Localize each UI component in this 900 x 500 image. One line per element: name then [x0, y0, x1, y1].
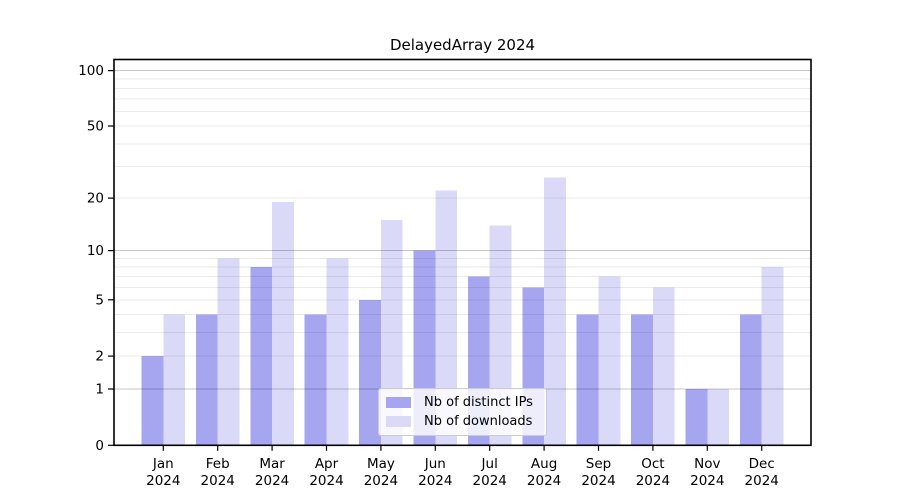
- bar-nb-of-downloads-dec-2024: [761, 266, 784, 446]
- plot-frame: [113, 58, 812, 447]
- bar-nb-of-downloads-nov-2024: [707, 389, 730, 446]
- x-axis-label-month: May: [367, 456, 395, 472]
- y-axis-label: 5: [95, 292, 104, 308]
- bar-nb-of-distinct-ips-jan-2024: [141, 356, 164, 446]
- legend: Nb of distinct IPs Nb of downloads: [378, 388, 547, 436]
- bar-nb-of-distinct-ips-dec-2024: [739, 314, 762, 446]
- bar-nb-of-downloads-apr-2024: [326, 258, 349, 446]
- x-axis-label-month: Mar: [259, 456, 285, 472]
- x-axis-label-month: Apr: [315, 456, 339, 472]
- x-axis-label-year: 2024: [418, 473, 452, 489]
- y-axis-label: 20: [87, 191, 104, 207]
- x-axis-label-year: 2024: [364, 473, 398, 489]
- x-axis-label-year: 2024: [255, 473, 289, 489]
- x-axis-label-year: 2024: [636, 473, 670, 489]
- bar-nb-of-downloads-jan-2024: [163, 314, 186, 446]
- legend-swatch-distinct-ips: [386, 397, 411, 408]
- x-axis-label-year: 2024: [473, 473, 507, 489]
- bar-nb-of-distinct-ips-nov-2024: [685, 389, 708, 446]
- bar-nb-of-distinct-ips-mar-2024: [250, 266, 273, 446]
- bar-nb-of-downloads-aug-2024: [544, 177, 566, 446]
- bar-nb-of-distinct-ips-may-2024: [359, 299, 381, 446]
- legend-label-downloads: Nb of downloads: [424, 414, 533, 429]
- x-axis-label-year: 2024: [201, 473, 235, 489]
- bar-nb-of-distinct-ips-apr-2024: [304, 314, 327, 446]
- legend-label-distinct-ips: Nb of distinct IPs: [424, 395, 533, 410]
- x-axis-label-month: Jul: [481, 456, 498, 472]
- x-axis-label-month: Nov: [694, 456, 720, 472]
- x-axis-label-month: Feb: [206, 456, 230, 472]
- bar-nb-of-distinct-ips-sep-2024: [576, 314, 599, 446]
- y-axis-label: 50: [87, 119, 104, 135]
- y-axis-label: 100: [78, 63, 104, 79]
- x-axis-label-year: 2024: [146, 473, 180, 489]
- x-axis-label-month: Jan: [152, 456, 174, 472]
- bar-nb-of-downloads-oct-2024: [652, 287, 675, 446]
- legend-swatch-downloads: [386, 416, 411, 427]
- y-axis-label: 10: [87, 243, 104, 259]
- bar-nb-of-downloads-mar-2024: [272, 202, 294, 446]
- x-axis-label-year: 2024: [581, 473, 615, 489]
- x-axis-label-year: 2024: [527, 473, 561, 489]
- legend-entry-downloads: Nb of downloads: [386, 414, 539, 429]
- x-axis-label-year: 2024: [690, 473, 724, 489]
- legend-entry-distinct-ips: Nb of distinct IPs: [386, 395, 539, 410]
- bar-nb-of-distinct-ips-oct-2024: [631, 314, 653, 446]
- bar-nb-of-downloads-sep-2024: [598, 276, 621, 446]
- x-axis-label-year: 2024: [309, 473, 343, 489]
- bar-nb-of-downloads-jun-2024: [435, 190, 458, 446]
- x-axis-label-year: 2024: [745, 473, 779, 489]
- y-axis-label: 2: [95, 349, 104, 365]
- chart-title: DelayedArray 2024: [389, 36, 536, 54]
- y-axis-label: 1: [95, 382, 104, 398]
- bar-nb-of-distinct-ips-feb-2024: [195, 314, 218, 446]
- x-axis-label-month: Aug: [531, 456, 557, 472]
- x-axis-label-month: Oct: [641, 456, 664, 472]
- x-axis-label-month: Sep: [586, 456, 611, 472]
- x-axis-label-month: Dec: [749, 456, 775, 472]
- bar-nb-of-downloads-feb-2024: [217, 258, 240, 446]
- x-axis-label-month: Jun: [424, 456, 446, 472]
- y-axis-label: 0: [95, 438, 104, 454]
